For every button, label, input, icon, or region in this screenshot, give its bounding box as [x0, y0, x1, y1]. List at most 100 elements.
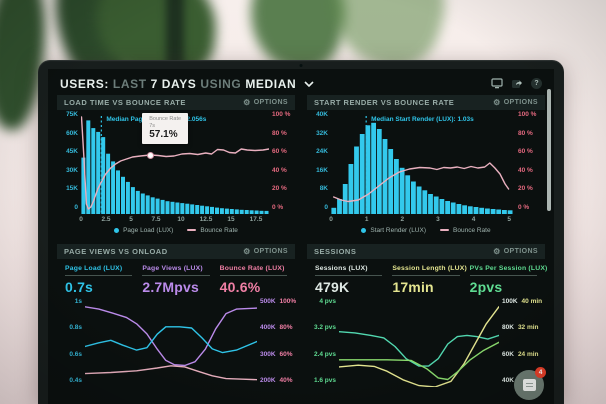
y-tick: 40 %: [518, 166, 533, 174]
x-tick: 0: [79, 216, 83, 223]
panel-title: LOAD TIME VS BOUNCE RATE: [64, 98, 186, 107]
secondary-tick: 100%: [279, 298, 297, 305]
help-icon[interactable]: ?: [531, 78, 542, 89]
gear-icon: ⚙: [493, 97, 501, 107]
y-tick: 100 %: [272, 111, 291, 118]
legend-dot-swatch: [114, 227, 120, 233]
y-tick: 0.4s: [69, 376, 82, 384]
share-icon[interactable]: [511, 78, 523, 90]
x-tick: 2.5: [101, 216, 111, 223]
gear-icon: ⚙: [243, 97, 251, 107]
range-label: 7 DAYS: [150, 77, 197, 91]
panel-title: PAGE VIEWS VS ONLOAD: [64, 247, 168, 256]
chat-widget-button[interactable]: 4: [514, 367, 546, 400]
metric: Bounce Rate (LUX) 40.6%: [219, 265, 287, 295]
y-tick: 100 %: [518, 111, 537, 118]
chevron-down-icon[interactable]: [304, 76, 314, 90]
chart-row: 75K 60K 45K 30K 15K 0 Median Page Load (LUX):…: [57, 111, 295, 214]
options-button[interactable]: ⚙ OPTIONS: [243, 246, 288, 256]
count-tick: 40K: [502, 376, 514, 384]
y-axis-right: 100 % 80 % 60 % 40 % 20 % 0 %: [515, 111, 545, 211]
count-tick: 60K: [502, 350, 514, 358]
legend-item[interactable]: Start Render (LUX): [361, 227, 426, 234]
y-tick: 500K 100%: [260, 298, 296, 305]
x-tick: 1: [364, 216, 369, 223]
dashboard-title[interactable]: USERS: LAST 7 DAYS USING MEDIAN: [60, 76, 314, 91]
y-tick: 75K: [66, 111, 78, 118]
secondary-tick: 40 min: [521, 298, 543, 305]
metric: Page Load (LUX) 0.7s: [65, 265, 133, 295]
y-tick: 200K 40%: [260, 377, 293, 384]
panel-header: START RENDER VS BOUNCE RATE ⚙ OPTIONS: [307, 95, 545, 110]
secondary-tick: 24 min: [517, 350, 539, 358]
chart-row: 1s 0.8s 0.6s 0.4s 500K 100% 400K 80% 300K 60% 200…: [57, 298, 296, 387]
chart-row: 4 pvs 3.2 pvs 2.4 pvs 1.6 pvs 100K 40 min 80K…: [307, 298, 547, 387]
panel-title: SESSIONS: [314, 247, 357, 256]
y-tick: 80 %: [518, 129, 533, 137]
y-tick: 0 %: [272, 203, 284, 211]
y-tick: 400K 80%: [260, 324, 293, 331]
y-tick: 60K 24 min: [502, 351, 539, 358]
legend-label: Bounce Rate: [453, 226, 491, 234]
header-icons: ?: [491, 78, 542, 90]
y-tick: 0.6s: [69, 350, 82, 358]
x-tick: 12.5: [199, 216, 213, 223]
y-tick: 0: [324, 203, 328, 211]
y-tick: 16K: [316, 166, 328, 174]
scrollbar[interactable]: [547, 89, 551, 211]
legend-item[interactable]: Bounce Rate: [187, 227, 238, 234]
y-tick: 32K: [316, 129, 328, 137]
metric: PVs Per Session (LUX) 2pvs: [469, 265, 547, 295]
tooltip-anchor-dot: [147, 152, 155, 159]
x-tick: 10: [177, 216, 185, 223]
notification-badge: 4: [535, 367, 546, 378]
count-tick: 100K: [502, 298, 518, 305]
metric-label: Session Length (LUX): [392, 265, 467, 276]
y-axis-left: 40K 32K 24K 16K 8K 0: [307, 111, 331, 211]
chart-row: 40K 32K 24K 16K 8K 0 Median Start Render (LUX…: [307, 111, 545, 214]
panel-load-time: LOAD TIME VS BOUNCE RATE ⚙ OPTIONS 75K 60…: [57, 95, 295, 236]
options-label: OPTIONS: [253, 248, 288, 255]
metric-label: Sessions (LUX): [315, 265, 383, 276]
count-tick: 400K: [260, 324, 276, 332]
sessions-chart[interactable]: [339, 301, 499, 387]
y-tick: 40K: [316, 111, 328, 118]
gear-icon: ⚙: [243, 246, 251, 256]
y-axis-right: 100K 40 min 80K 32 min 60K 24 min 40K: [499, 298, 547, 384]
y-tick: 8K: [319, 185, 328, 193]
metric: Page Views (LUX) 2.7Mpvs: [142, 265, 210, 295]
y-axis-left: 1s 0.8s 0.6s 0.4s: [57, 298, 85, 384]
y-axis-left: 4 pvs 3.2 pvs 2.4 pvs 1.6 pvs: [307, 298, 339, 384]
y-tick: 40 %: [272, 166, 287, 174]
display-icon[interactable]: [491, 78, 503, 90]
panel-header: SESSIONS ⚙ OPTIONS: [307, 244, 545, 259]
y-tick: 2.4 pvs: [313, 350, 336, 358]
x-tick: 0: [329, 216, 333, 223]
options-label: OPTIONS: [503, 99, 538, 106]
options-button[interactable]: ⚙ OPTIONS: [493, 97, 538, 107]
legend-item[interactable]: Bounce Rate: [440, 227, 491, 234]
page-views-chart[interactable]: [85, 301, 257, 387]
start-render-chart[interactable]: Median Start Render (LUX): 1.03s: [331, 114, 515, 214]
options-button[interactable]: ⚙ OPTIONS: [493, 247, 538, 256]
legend-dot-swatch: [361, 227, 367, 233]
legend-item[interactable]: Page Load (LUX): [114, 227, 173, 234]
legend-label: Page Load (LUX): [123, 226, 174, 234]
options-label: OPTIONS: [253, 99, 288, 106]
x-tick: 5: [129, 216, 133, 223]
users-label: USERS:: [60, 77, 109, 91]
chat-message-icon: [522, 379, 536, 391]
panel-header: PAGE VIEWS VS ONLOAD ⚙ OPTIONS: [57, 244, 295, 259]
y-tick: 4 pvs: [319, 298, 336, 305]
x-tick: 4: [471, 216, 476, 223]
x-tick: 17.5: [249, 216, 263, 223]
laptop: USERS: LAST 7 DAYS USING MEDIAN ?: [38, 60, 564, 404]
x-tick: 5: [507, 216, 512, 223]
metric: Session Length (LUX) 17min: [392, 265, 467, 295]
options-button[interactable]: ⚙ OPTIONS: [243, 97, 288, 107]
chart-legend: Page Load (LUX) Bounce Rate: [57, 224, 295, 236]
metric-value: 17min: [392, 279, 434, 295]
y-tick: 15K: [66, 185, 78, 193]
metric-label: Page Load (LUX): [65, 265, 133, 276]
